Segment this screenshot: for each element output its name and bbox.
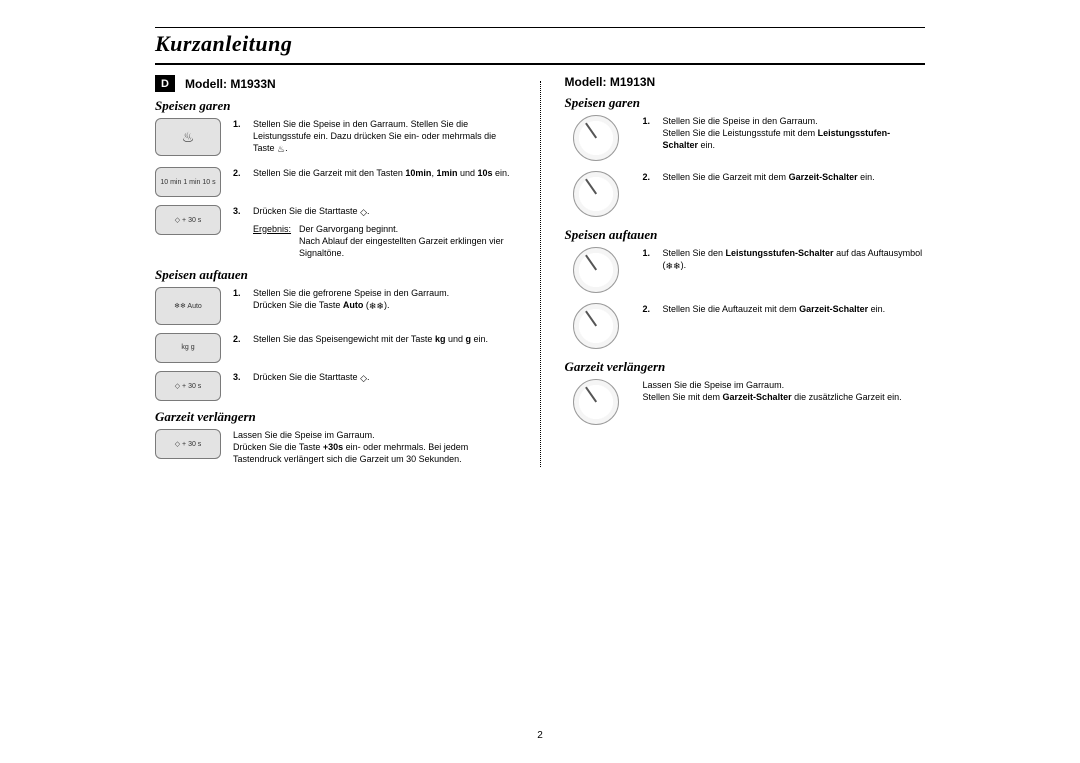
- defrost-icon: ❄❄: [666, 260, 681, 272]
- step-num: 2.: [233, 333, 247, 345]
- start-icon: ◇: [360, 206, 367, 218]
- step-text: Stellen Sie die Garzeit mit den Tasten 1…: [253, 167, 516, 179]
- step-num: 3.: [233, 205, 247, 218]
- step-text: Stellen Sie die gefrorene Speise in den …: [253, 287, 516, 312]
- step-text: Drücken Sie die Starttaste ◇.: [253, 371, 516, 384]
- panel-auto-icon: ❄❄ Auto: [155, 287, 221, 325]
- step-num: 2.: [643, 303, 657, 315]
- sect-garen-right: Speisen garen: [565, 95, 926, 111]
- sect-garen-left: Speisen garen: [155, 98, 516, 114]
- dial-time-icon: [573, 379, 619, 425]
- dial-power-icon: [573, 115, 619, 161]
- step-text: Lassen Sie die Speise im Garraum. Stelle…: [643, 379, 926, 403]
- col-right: Modell: M1913N Speisen garen 1. Stellen …: [565, 75, 926, 477]
- panel-power-icon: ♨: [155, 118, 221, 156]
- column-divider: [540, 81, 541, 467]
- page-title: Kurzanleitung: [155, 31, 292, 56]
- page-body: D Modell: M1933N Speisen garen ♨ 1. Stel…: [155, 75, 925, 477]
- rule-top: [155, 27, 925, 28]
- sect-verlaengern-right: Garzeit verlängern: [565, 359, 926, 375]
- dial-time-icon: [573, 171, 619, 217]
- result-label: Ergebnis:: [253, 223, 291, 259]
- step-text: Stellen Sie die Auftauzeit mit dem Garze…: [663, 303, 926, 315]
- panel-time-icon: 10 min 1 min 10 s: [155, 167, 221, 197]
- model-left: Modell: M1933N: [185, 77, 276, 91]
- step-num: 3.: [233, 371, 247, 384]
- panel-start-icon: ◇ + 30 s: [155, 205, 221, 235]
- lang-badge: D: [155, 75, 175, 92]
- step-num: 1.: [643, 115, 657, 151]
- step-text: Stellen Sie die Speise in den Garraum. S…: [253, 118, 516, 155]
- step-num: 1.: [233, 287, 247, 312]
- step-text: Stellen Sie den Leistungsstufen-Schalter…: [663, 247, 926, 272]
- model-right: Modell: M1913N: [565, 75, 656, 89]
- step-text: Stellen Sie die Speise in den Garraum. S…: [663, 115, 926, 151]
- defrost-icon: ❄❄: [369, 300, 384, 312]
- panel-plus30-icon: ◇ + 30 s: [155, 429, 221, 459]
- sect-verlaengern-left: Garzeit verlängern: [155, 409, 516, 425]
- step-num: 1.: [233, 118, 247, 155]
- step-text: Drücken Sie die Starttaste ◇.: [253, 205, 516, 218]
- step-num: 2.: [643, 171, 657, 183]
- step-num: 2.: [233, 167, 247, 179]
- dial-time-icon: [573, 303, 619, 349]
- panel-weight-icon: kg g: [155, 333, 221, 363]
- col-left: D Modell: M1933N Speisen garen ♨ 1. Stel…: [155, 75, 516, 477]
- panel-start-icon: ◇ + 30 s: [155, 371, 221, 401]
- sect-auftauen-left: Speisen auftauen: [155, 267, 516, 283]
- sect-auftauen-right: Speisen auftauen: [565, 227, 926, 243]
- page-number: 2: [537, 730, 543, 741]
- step-text: Stellen Sie die Garzeit mit dem Garzeit-…: [663, 171, 926, 183]
- power-icon: ♨: [277, 143, 285, 155]
- rule-bottom: [155, 63, 925, 65]
- start-icon: ◇: [360, 372, 367, 384]
- dial-power-icon: [573, 247, 619, 293]
- result-text: Der Garvorgang beginnt. Nach Ablauf der …: [299, 223, 515, 259]
- step-text: Stellen Sie das Speisengewicht mit der T…: [253, 333, 516, 345]
- step-text: Lassen Sie die Speise im Garraum. Drücke…: [233, 429, 516, 465]
- step-num: 1.: [643, 247, 657, 272]
